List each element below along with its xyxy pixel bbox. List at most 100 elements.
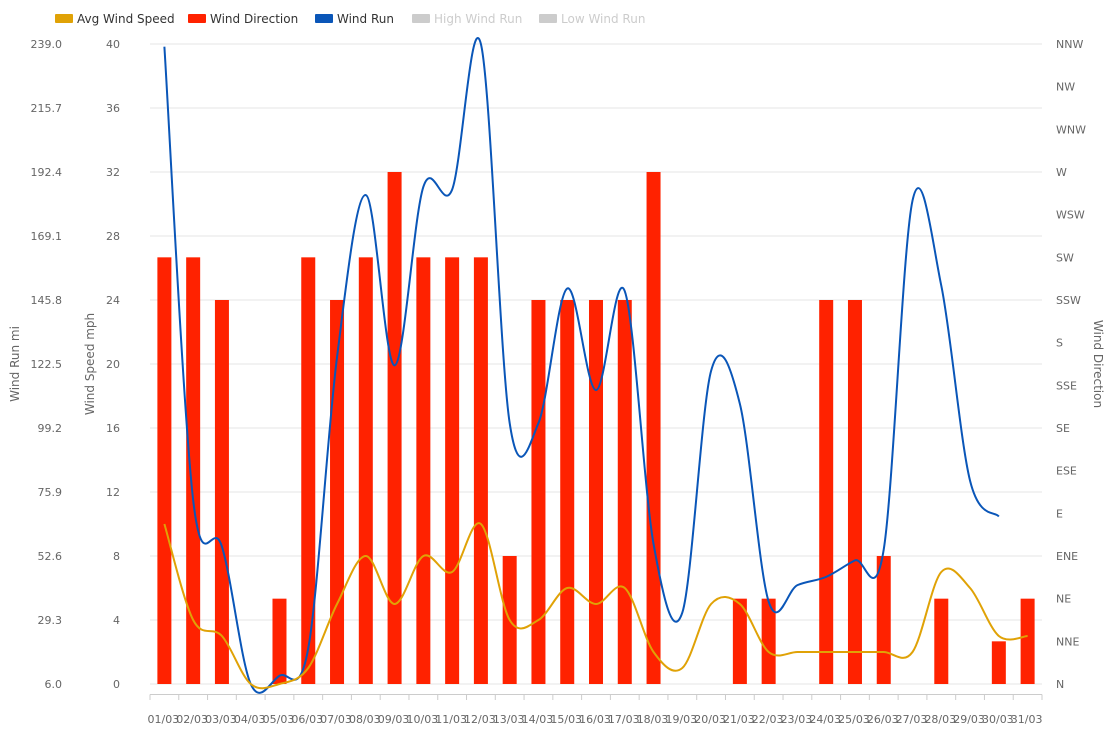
x-tick-label: 10/03 — [407, 713, 439, 726]
x-tick-label: 28/03 — [924, 713, 956, 726]
x-tick-label: 11/03 — [435, 713, 467, 726]
legend-label: Avg Wind Speed — [77, 12, 175, 26]
x-tick-label: 03/03 — [205, 713, 237, 726]
wind-speed-tick-label: 0 — [113, 678, 120, 691]
wind-speed-tick-label: 40 — [106, 38, 120, 51]
wind-run-tick-label: 169.1 — [31, 230, 63, 243]
x-tick-label: 08/03 — [349, 713, 381, 726]
wind-direction-tick-label: NNW — [1056, 38, 1083, 51]
wind-run-tick-label: 239.0 — [31, 38, 63, 51]
wind-direction-bar — [531, 300, 546, 684]
x-tick-label: 06/03 — [291, 713, 323, 726]
wind-direction-bar — [646, 172, 661, 684]
wind-direction-tick-label: SE — [1056, 422, 1070, 435]
x-tick-label: 04/03 — [234, 713, 266, 726]
legend-item[interactable]: Wind Direction — [188, 12, 298, 26]
wind-direction-axis-title: Wind Direction — [1091, 320, 1105, 408]
x-tick-label: 24/03 — [809, 713, 841, 726]
wind-speed-axis-title: Wind Speed mph — [83, 313, 97, 415]
wind-direction-bar — [301, 257, 316, 684]
wind-direction-bar — [617, 300, 632, 684]
x-tick-label: 23/03 — [781, 713, 813, 726]
x-tick-label: 01/03 — [148, 713, 180, 726]
legend-swatch — [315, 14, 333, 23]
wind-direction-bar — [157, 257, 172, 684]
x-tick-label: 18/03 — [637, 713, 669, 726]
wind-direction-tick-label: ENE — [1056, 550, 1078, 563]
wind-direction-tick-label: WNW — [1056, 123, 1086, 136]
wind-direction-bar — [991, 641, 1006, 684]
wind-speed-tick-label: 32 — [106, 166, 120, 179]
legend-item[interactable]: High Wind Run — [412, 12, 522, 26]
avg-wind-speed-line — [163, 522, 1028, 690]
wind-direction-bar — [1020, 598, 1035, 684]
wind-speed-tick-label: 24 — [106, 294, 120, 307]
x-tick-label: 16/03 — [579, 713, 611, 726]
wind-direction-bar — [732, 598, 747, 684]
wind-direction-tick-label: W — [1056, 166, 1067, 179]
series-lines — [163, 37, 1028, 694]
x-tick-label: 26/03 — [867, 713, 899, 726]
wind-direction-tick-label: SW — [1056, 251, 1074, 264]
wind-direction-tick-label: SSE — [1056, 379, 1077, 392]
wind-run-tick-label: 29.3 — [38, 614, 63, 627]
wind-direction-tick-label: ESE — [1056, 465, 1077, 478]
wind-direction-bar — [445, 257, 460, 684]
wind-direction-bar — [589, 300, 603, 684]
wind-direction-bar — [560, 300, 575, 684]
wind-speed-tick-label: 12 — [106, 486, 120, 499]
x-tick-label: 13/03 — [493, 713, 525, 726]
wind-direction-bar — [387, 172, 402, 684]
wind-direction-bar — [876, 556, 891, 684]
legend-swatch — [188, 14, 206, 23]
wind-direction-tick-label: E — [1056, 507, 1063, 520]
legend-item[interactable]: Low Wind Run — [539, 12, 645, 26]
wind-direction-tick-label: N — [1056, 678, 1064, 691]
legend-swatch — [412, 14, 430, 23]
wind-direction-bar — [473, 257, 488, 684]
x-tick-label: 07/03 — [320, 713, 352, 726]
wind-direction-bar — [272, 598, 287, 684]
legend-label: High Wind Run — [434, 12, 522, 26]
wind-direction-bar — [416, 257, 431, 684]
wind-direction-bar — [934, 598, 949, 684]
wind-run-line — [163, 37, 1000, 694]
x-tick-label: 17/03 — [608, 713, 640, 726]
legend-item[interactable]: Avg Wind Speed — [55, 12, 175, 26]
wind-direction-tick-label: S — [1056, 337, 1063, 350]
wind-direction-bars — [157, 172, 1035, 684]
legend-label: Wind Run — [337, 12, 394, 26]
x-tick-label: 27/03 — [896, 713, 928, 726]
chart-legend: Avg Wind Speed Wind Direction Wind Run High… — [55, 12, 645, 26]
x-tick-label: 25/03 — [838, 713, 870, 726]
x-tick-label: 09/03 — [378, 713, 410, 726]
x-tick-label: 14/03 — [522, 713, 554, 726]
wind-run-axis-title: Wind Run mi — [8, 326, 22, 402]
wind-run-tick-label: 122.5 — [31, 358, 63, 371]
x-tick-label: 30/03 — [982, 713, 1014, 726]
wind-direction-bar — [847, 300, 862, 684]
wind-run-tick-label: 52.6 — [38, 550, 63, 563]
wind-direction-bar — [214, 300, 229, 684]
legend-item[interactable]: Wind Run — [315, 12, 394, 26]
wind-direction-tick-label: NW — [1056, 81, 1075, 94]
x-tick-label: 15/03 — [550, 713, 582, 726]
wind-direction-tick-label: NE — [1056, 593, 1071, 606]
x-tick-label: 31/03 — [1011, 713, 1043, 726]
legend-swatch — [539, 14, 557, 23]
legend-label: Wind Direction — [210, 12, 298, 26]
wind-speed-tick-label: 4 — [113, 614, 120, 627]
wind-speed-tick-label: 16 — [106, 422, 120, 435]
x-tick-label: 19/03 — [665, 713, 697, 726]
wind-direction-tick-label: WSW — [1056, 209, 1085, 222]
wind-speed-tick-label: 28 — [106, 230, 120, 243]
wind-speed-tick-label: 36 — [106, 102, 120, 115]
x-tick-label: 20/03 — [694, 713, 726, 726]
x-tick-label: 12/03 — [464, 713, 496, 726]
axes: 6.0 29.3 52.6 75.9 99.2 122.5 145.8 169.1 192.4 2… — [8, 38, 1105, 726]
wind-direction-bar — [186, 257, 201, 684]
x-tick-label: 21/03 — [723, 713, 755, 726]
wind-speed-tick-label: 8 — [113, 550, 120, 563]
wind-direction-bar — [358, 257, 373, 684]
wind-run-tick-label: 99.2 — [38, 422, 63, 435]
